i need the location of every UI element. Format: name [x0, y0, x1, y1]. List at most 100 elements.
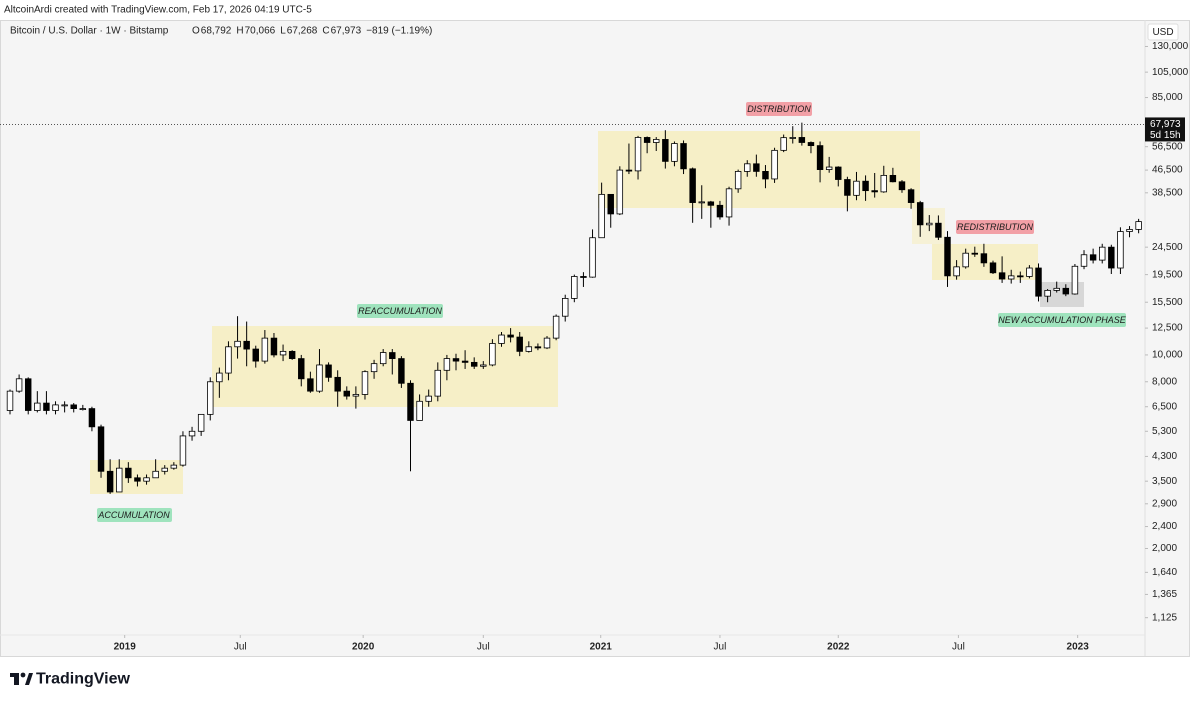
candle-body [616, 169, 624, 215]
candle-body [889, 174, 897, 183]
candle-body [916, 202, 924, 226]
ohlc-key: H [236, 26, 243, 37]
candle-body [998, 272, 1006, 280]
y-tick-label: 5,300 [1152, 426, 1177, 437]
x-tick-label: 2020 [352, 642, 375, 653]
candle-body [898, 181, 906, 191]
candle-body [288, 350, 296, 359]
ohlc-key: O [192, 26, 200, 37]
y-tick-label: 2,400 [1152, 521, 1177, 532]
candle-body [753, 163, 760, 172]
ohlc-key: L [280, 26, 286, 37]
y-tick-label: 4,300 [1152, 451, 1177, 462]
candle-body [15, 378, 23, 392]
candle-body [1017, 275, 1024, 278]
candle-body [361, 371, 369, 395]
candle-body [1126, 228, 1133, 232]
candle-body [170, 464, 178, 469]
y-tick-label: 85,000 [1152, 92, 1183, 103]
candle-body [989, 262, 997, 274]
annotation: NEW ACCUMULATION PHASE [998, 315, 1127, 325]
x-tick-label: Jul [952, 642, 965, 653]
annotation: REDISTRIBUTION [957, 222, 1034, 232]
brand-logo [10, 672, 33, 685]
candle-body [698, 201, 705, 204]
candle-body [853, 180, 860, 196]
candle-body [725, 188, 733, 218]
candle-body [598, 193, 605, 239]
x-tick-label: Jul [234, 642, 247, 653]
last-price-label: 67,973 [1150, 119, 1181, 130]
candle-body [771, 149, 778, 180]
candle-body [1080, 254, 1088, 267]
y-tick-label: 12,500 [1152, 323, 1183, 334]
candle-body [197, 413, 205, 432]
candle-body [844, 179, 851, 196]
candle-body [762, 171, 769, 180]
candle-body [962, 252, 969, 268]
y-tick-label: 2,900 [1152, 498, 1177, 509]
candle-body [379, 352, 387, 365]
candle-body [116, 467, 123, 493]
candle-body [489, 343, 496, 366]
candle-body [270, 337, 278, 356]
candle-body [1007, 275, 1015, 280]
credit: AltcoinArdi created with TradingView.com… [4, 5, 312, 16]
candle-body [334, 376, 341, 392]
candle-body [279, 350, 287, 356]
candle-body [534, 346, 542, 349]
candle-body [134, 477, 141, 482]
candle-body [543, 337, 551, 349]
candle-body [807, 142, 815, 147]
label-bg [746, 102, 812, 116]
candle-body [61, 404, 68, 407]
candle-body [24, 378, 32, 411]
label-bg [97, 508, 172, 522]
candle-body [1044, 290, 1051, 297]
candle-body [980, 253, 988, 264]
candle-body [1026, 267, 1033, 277]
ohlc-legend: O 68,792 H 70,066 L 67,268 C 67,973 −819 (−1.19%… [192, 26, 432, 37]
y-tick-label: 105,000 [1152, 67, 1189, 78]
annotation: DISTRIBUTION [747, 104, 811, 114]
candle-body [789, 137, 796, 139]
candle-body [862, 180, 869, 192]
candle-body [125, 467, 132, 479]
candle-body [389, 352, 396, 359]
candle-body [816, 145, 824, 170]
candle-body [607, 193, 614, 215]
x-tick-label: 2021 [590, 642, 613, 653]
brand: TradingView [36, 671, 131, 688]
x-tick-label: 2019 [114, 642, 137, 653]
ohlc-value: 67,268 [287, 26, 318, 37]
zone [90, 460, 183, 494]
y-tick-label: 46,500 [1152, 165, 1183, 176]
candle-body [571, 276, 578, 299]
candle-body [470, 361, 478, 367]
candle-body [589, 237, 596, 278]
change: −819 (−1.19%) [366, 26, 432, 37]
candle-body [507, 334, 514, 338]
candle-body [744, 163, 751, 172]
candle-body [370, 363, 378, 373]
y-tick-label: 1,125 [1152, 612, 1177, 623]
candle-body [6, 390, 14, 411]
candles [6, 122, 1142, 494]
candle-body [425, 395, 432, 402]
ohlc-value: 67,973 [331, 26, 362, 37]
candle-body [316, 364, 323, 392]
x-tick-label: Jul [477, 642, 490, 653]
candle-body [1108, 246, 1115, 269]
label-bg [357, 304, 443, 318]
y-tick-label: 24,500 [1152, 242, 1183, 253]
candle-body [1062, 287, 1070, 295]
x-tick-label: Jul [714, 642, 727, 653]
candle-body [734, 171, 742, 190]
candle-body [926, 222, 933, 226]
candle-body [243, 340, 250, 350]
candle-body [434, 369, 442, 397]
candle-body [70, 404, 77, 409]
candle-body [689, 168, 696, 203]
